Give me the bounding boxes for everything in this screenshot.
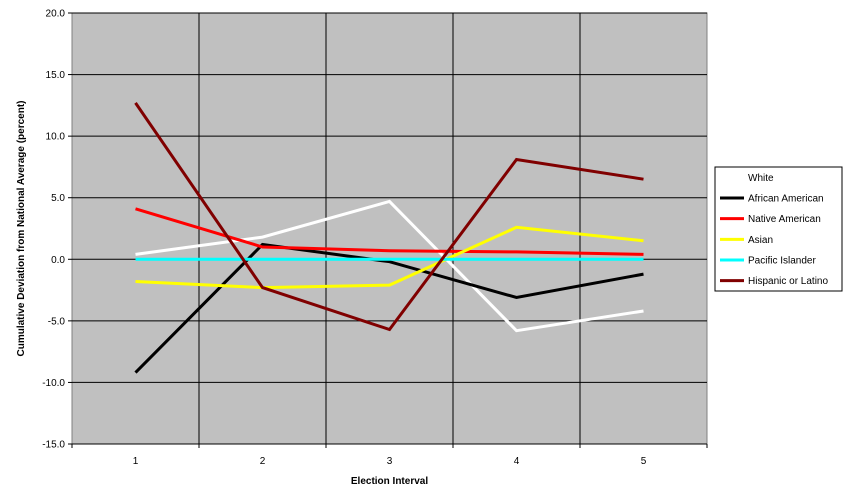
series-line [134,102,644,332]
y-tick-label: -5.0 [48,316,66,327]
series-lines [134,102,644,374]
y-tick-label: -15.0 [42,440,65,451]
plot-area [71,12,708,445]
y-tick-label: -10.0 [42,378,65,389]
legend-label: Pacific Islander [748,256,816,267]
x-axis-label: Election Interval [351,476,428,487]
y-axis-label: Cumulative Deviation from National Avera… [16,101,27,357]
series-line [135,207,644,256]
y-axis-ticks: 20.0 15.0 10.0 5.0 0.0 -5.0 -10.0 -15.0 [42,9,72,451]
x-tick-label: 4 [514,456,520,467]
y-tick-label: 5.0 [51,193,65,204]
x-tick-label: 2 [260,456,266,467]
legend-label: Asian [748,235,773,246]
legend: White African American Native American Asia… [714,166,843,292]
x-tick-label: 1 [133,456,139,467]
series-line [135,225,644,290]
series-line [135,199,644,333]
legend-label: Native American [748,214,821,225]
x-tick-label: 5 [641,456,647,467]
legend-box [714,166,843,292]
legend-label: African American [748,194,824,205]
x-tick-label: 3 [387,456,393,467]
y-tick-label: 15.0 [46,70,66,81]
y-tick-label: 10.0 [46,132,66,143]
series-line [134,242,644,374]
y-tick-label: 20.0 [46,9,66,20]
y-tick-label: 0.0 [51,255,65,266]
x-axis-ticks: 1 2 3 4 5 [71,443,708,467]
legend-label: White [748,173,774,184]
legend-label: Hispanic or Latino [748,276,828,287]
